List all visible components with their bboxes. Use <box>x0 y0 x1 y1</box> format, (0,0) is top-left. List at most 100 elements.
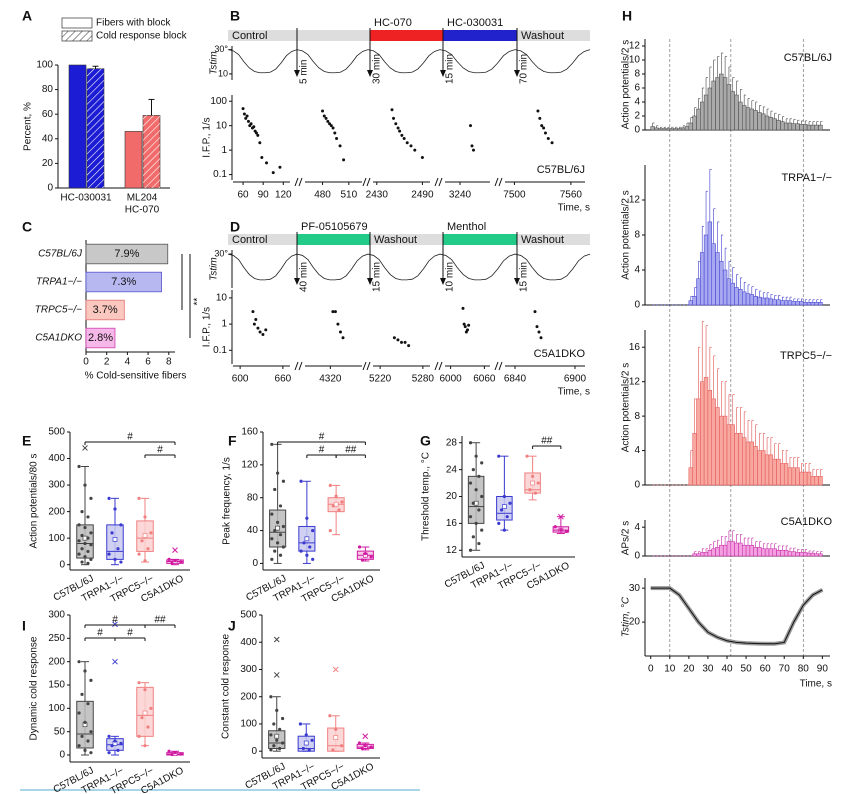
x-tick-label: 6900 <box>564 374 587 385</box>
point <box>83 525 87 530</box>
legend-swatch <box>61 30 93 42</box>
point <box>564 529 569 534</box>
outlier <box>172 547 178 553</box>
hist-bar <box>734 542 739 557</box>
point <box>502 494 506 499</box>
panel-label: I <box>22 618 26 634</box>
hist-bar <box>814 476 819 486</box>
x-axis-label: Time, s <box>800 679 832 690</box>
point <box>369 555 373 559</box>
point <box>86 702 90 706</box>
point <box>116 748 120 752</box>
spike <box>535 325 539 329</box>
spike <box>390 108 394 112</box>
mean <box>275 525 280 531</box>
x-tick-label: 6840 <box>504 374 527 385</box>
arrow-label: 15 min <box>372 262 383 292</box>
x-tick-label: 80 <box>798 664 810 675</box>
bar <box>85 327 116 349</box>
spike <box>333 310 337 314</box>
hist-bar <box>722 544 728 557</box>
hist-bar <box>795 552 800 557</box>
hist-bar <box>707 549 713 557</box>
hist-bar <box>696 398 701 486</box>
hist-bar <box>700 552 705 557</box>
y-axis-label: APs/2 s <box>621 521 632 555</box>
hist-bar <box>692 553 697 557</box>
hist-bar <box>738 101 743 131</box>
point <box>280 716 285 721</box>
outlier <box>112 621 118 628</box>
y-tick-label: 12 <box>629 41 641 52</box>
y-axis-label: Percent, % <box>23 102 34 151</box>
x-axis-label: Time, s <box>558 387 590 398</box>
point <box>272 744 276 748</box>
hist-bar <box>753 110 758 131</box>
point <box>369 745 373 749</box>
sig-label: # <box>97 628 103 639</box>
x-tick-label: 2430 <box>366 190 389 201</box>
spike <box>543 131 547 135</box>
spike <box>533 310 537 314</box>
bar-hatch <box>87 68 104 188</box>
y-tick-label: 100 <box>36 60 53 71</box>
hist-bar <box>726 541 732 557</box>
point <box>270 537 274 541</box>
temperature-line <box>650 587 823 645</box>
hist-bar <box>661 128 667 131</box>
arrow-label: 10 min <box>445 262 456 292</box>
tstim-tick-label: 30° <box>214 248 228 258</box>
hist-bar <box>749 544 754 557</box>
axis-break <box>362 361 371 371</box>
bar <box>85 271 162 293</box>
point <box>308 545 312 549</box>
point <box>299 479 303 483</box>
point <box>86 739 90 743</box>
point <box>278 746 282 751</box>
point <box>110 531 114 535</box>
point <box>107 734 111 738</box>
y-tick-label: 1 <box>221 145 227 156</box>
y-tick-label: 500 <box>240 610 257 621</box>
point <box>328 528 332 533</box>
x-tick-label: HC-030031 <box>60 193 112 204</box>
hist-bar <box>719 73 724 131</box>
y-axis-label: Dynamic cold response <box>29 636 40 740</box>
point <box>89 557 93 561</box>
panel-label: G <box>420 433 431 449</box>
point <box>477 541 481 546</box>
hist-bar <box>654 127 659 131</box>
spike <box>256 326 260 330</box>
hist-bar <box>799 124 804 131</box>
mean <box>142 533 148 538</box>
point <box>480 494 484 499</box>
point <box>528 488 532 492</box>
hist-bar <box>711 548 716 557</box>
hist-bar <box>806 124 812 131</box>
hist-bar <box>783 463 789 486</box>
y-tick-label: 0 <box>251 746 257 757</box>
spike <box>245 114 249 118</box>
hist-bar <box>688 122 693 131</box>
point <box>146 547 150 551</box>
point <box>137 496 141 500</box>
point <box>499 508 504 512</box>
hist-bar <box>787 122 793 131</box>
x-tick-sublabel: HC-070 <box>125 205 160 216</box>
point <box>173 751 177 755</box>
x-tick-label: 2 <box>104 357 110 368</box>
y-tick-label: 20 <box>446 491 458 502</box>
y-tick-label: 160 <box>241 427 258 438</box>
y-tick-label: 20 <box>42 158 54 169</box>
category-label: C5A1DKO <box>35 333 82 344</box>
mean <box>530 480 535 486</box>
stim-bar <box>517 234 590 245</box>
hist-bar <box>658 128 663 131</box>
stim-label: HC-070 <box>374 17 412 29</box>
y-axis-label: Action potentials/2 s <box>621 363 632 453</box>
point <box>305 553 309 557</box>
spike <box>461 306 465 310</box>
y-tick-label: 28 <box>446 437 458 448</box>
hist-bar <box>787 551 793 557</box>
point <box>533 491 538 495</box>
